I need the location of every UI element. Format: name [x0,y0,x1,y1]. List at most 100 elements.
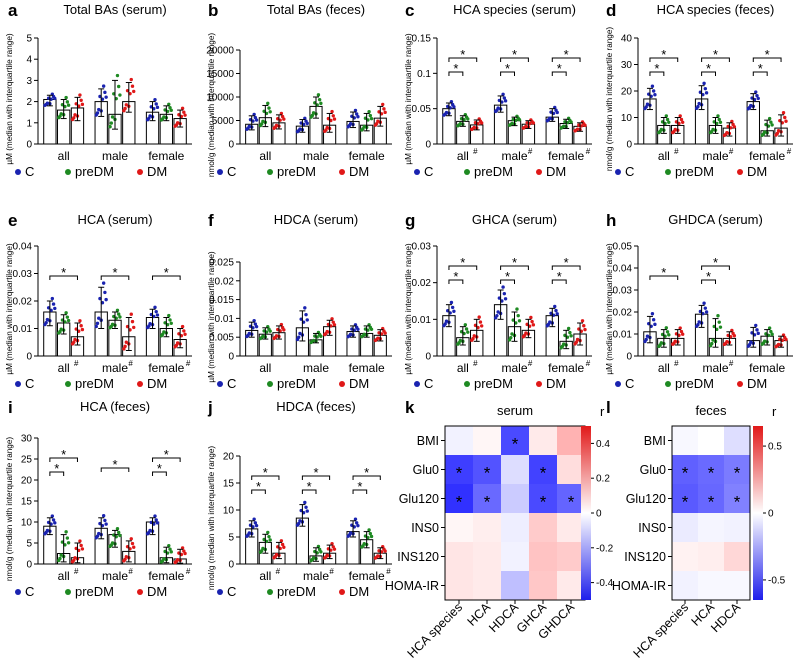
y-tick-label: 0 [425,352,431,363]
significance-star: * [484,464,491,483]
y-tick-label: 0 [26,352,32,363]
heatmap-cell [672,513,699,543]
data-point-C [252,517,256,521]
chart-title: HDCA (serum) [274,212,359,227]
y-tick-label: 0.025 [209,258,234,269]
significance-bracket [649,57,679,62]
significance-star: * [654,61,659,76]
y-axis-label: µM (median with interquartile range) [5,243,14,374]
legend-label-preDM: preDM [75,376,114,391]
significance-star: * [456,464,463,483]
data-point-C [696,322,700,327]
significance-star: * [61,265,66,280]
heatmap-cell [445,426,474,456]
y-tick-label: 5 [228,533,234,544]
data-point-C [754,90,758,94]
data-point-C [495,313,499,318]
data-point-preDM [268,538,272,542]
x-tick-label: male [102,569,128,583]
data-point-preDM [710,341,714,346]
legend-label-preDM: preDM [675,164,714,179]
y-axis-label: µM (median with interquartile range) [605,243,614,374]
x-tick-label: male [702,361,728,375]
legend-marker-DM [737,381,743,387]
chart-title: HDCA (feces) [276,399,355,414]
data-point-C [254,324,259,329]
legend-label-DM: DM [546,164,566,179]
significance-star: * [758,61,763,76]
data-point-DM [383,110,387,115]
heatmap-cell [445,484,474,514]
data-point-DM [183,113,187,117]
x-tick-label: female [749,361,785,375]
data-point-C [703,86,708,91]
significance-star: * [263,465,268,480]
data-point-C [356,114,360,119]
data-point-C [502,96,507,100]
significance-bracket [152,471,167,476]
significance-bracket [49,471,65,476]
data-point-C [554,308,558,313]
data-point-C [297,521,301,526]
x-tick-label: male [702,149,728,163]
data-point-preDM [268,110,272,114]
heatmap-cell [529,484,558,514]
y-tick-label: 20 [21,476,33,487]
heatmap-cell [698,426,725,456]
legend-marker-preDM [65,589,71,595]
data-point-C [297,335,301,339]
data-point-C [254,523,259,528]
chart-b: b Total BAs (feces) 0 5000 10000 15000 20000nm… [206,1,392,179]
data-point-C [104,95,108,99]
colorbar-tick-label: -0.4 [596,578,614,589]
heatmap-cell [724,455,751,485]
significance-hash: # [74,567,79,576]
data-point-preDM [66,541,71,545]
legend-marker-C [615,169,621,175]
legend-marker-preDM [665,169,671,175]
heatmap-cell [445,571,474,601]
heatmap-cell [501,426,530,456]
row-label: Glu120 [399,492,439,506]
data-point-C [101,84,106,88]
data-point-preDM [168,547,172,551]
heatmap-cell [529,455,558,485]
data-point-DM [132,545,136,549]
data-point-preDM [58,556,62,561]
y-tick-label: 15 [223,479,235,490]
y-tick-label: 0.01 [215,314,235,325]
data-point-preDM [109,121,114,125]
data-point-C [304,505,308,509]
legend-marker-DM [339,169,345,175]
heatmap-cell [557,571,586,601]
significance-star: * [512,47,517,62]
data-point-C [253,521,258,525]
data-point-DM [78,319,82,323]
data-point-preDM [516,313,520,318]
legend-marker-DM [536,381,542,387]
data-point-DM [124,340,129,344]
data-point-C [97,316,101,320]
significance-star: * [557,61,562,76]
data-point-C [503,297,508,301]
data-point-DM [132,325,136,330]
data-point-C [101,514,106,518]
data-point-C [703,306,708,310]
row-label: BMI [417,434,439,448]
legend-marker-preDM [65,169,71,175]
panel-letter: d [606,1,616,20]
y-axis-label: nmol/g (median with interquartile range) [5,437,14,582]
chart-l: l feces BMI Glu0 Glu120 INS0 INS120 HOMA-IR * * * *… [606,398,786,661]
legend-marker-preDM [267,169,273,175]
chart-j: j HDCA (feces) 0 5 10 15 20 nmol/g (median with… [207,398,392,599]
data-point-C [53,306,57,311]
y-tick-label: 0.01 [13,324,33,335]
significance-star: * [484,493,491,512]
data-point-C [354,112,359,116]
heatmap-cell [473,426,502,456]
data-point-C [503,99,508,103]
significance-bracket [100,275,130,280]
data-point-C [153,97,157,102]
data-point-DM [383,331,387,335]
